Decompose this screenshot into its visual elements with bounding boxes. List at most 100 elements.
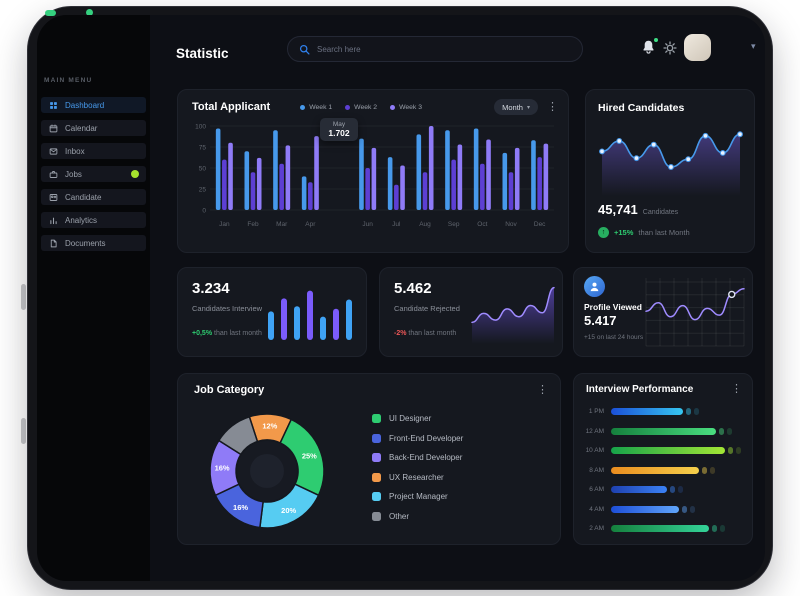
bar-chart-icon bbox=[50, 217, 57, 224]
profile-dropdown-chevron[interactable]: ▾ bbox=[751, 41, 756, 51]
sidebar-item-jobs[interactable]: Jobs bbox=[41, 166, 146, 182]
document-icon bbox=[50, 239, 57, 247]
weeks-legend: Week 1 Week 2 Week 3 bbox=[300, 104, 422, 111]
candidates-interview-chart bbox=[266, 282, 358, 349]
id-card-icon bbox=[49, 193, 58, 201]
legend-swatch bbox=[372, 511, 381, 521]
sidebar-heading: MAIN MENU bbox=[44, 77, 93, 84]
legend-item: Week 2 bbox=[345, 104, 377, 111]
search-input[interactable] bbox=[317, 44, 571, 54]
user-avatar[interactable] bbox=[684, 34, 711, 61]
job-category-donut: 12% 25% 20% 16% 16% bbox=[204, 408, 330, 539]
profile-viewed-card: Profile Viewed 5.417 +15 on last 24 hour… bbox=[573, 267, 753, 357]
stat-value: 5.417 bbox=[584, 313, 617, 328]
performance-track bbox=[611, 505, 742, 513]
sidebar-item-label: Documents bbox=[65, 238, 106, 248]
settings-gear-button[interactable] bbox=[663, 41, 677, 55]
tooltip-value: 1.702 bbox=[328, 128, 350, 138]
sidebar-item-dashboard[interactable]: Dashboard bbox=[41, 97, 146, 113]
svg-text:12%: 12% bbox=[262, 422, 277, 431]
status-indicator bbox=[45, 10, 56, 16]
svg-text:Oct: Oct bbox=[477, 221, 487, 228]
time-label: 12 AM bbox=[585, 427, 604, 435]
time-label: 4 AM bbox=[589, 505, 604, 513]
performance-row: 4 AM bbox=[582, 505, 742, 513]
sidebar-nav: Dashboard Calendar Inbox Jobs Can bbox=[41, 97, 146, 251]
performance-rows: 1 PM 12 AM 10 AM 8 AM 6 AM 4 AM 2 AM bbox=[582, 408, 742, 532]
tablet-side-button bbox=[21, 418, 26, 444]
candidates-interview-card: 3.234 Candidates Interview +0,5% than la… bbox=[177, 267, 367, 357]
stat-note: +15 on last 24 hours bbox=[584, 334, 644, 341]
arrow-up-icon: ↑ bbox=[598, 227, 609, 238]
legend-swatch bbox=[372, 472, 381, 482]
search-bar[interactable] bbox=[287, 36, 583, 62]
delta-value: -2% bbox=[394, 330, 407, 337]
bar-tail-dot bbox=[718, 427, 724, 435]
card-title: Interview Performance bbox=[586, 384, 694, 395]
performance-bar bbox=[611, 466, 699, 474]
job-category-legend: UI Designer Front-End Developer Back-End D… bbox=[372, 414, 463, 521]
svg-text:16%: 16% bbox=[215, 464, 230, 473]
legend-swatch bbox=[372, 453, 381, 462]
bar-tail-dot bbox=[686, 408, 692, 415]
svg-text:50: 50 bbox=[199, 166, 207, 173]
legend-label: Front-End Developer bbox=[389, 433, 464, 443]
tooltip-label: May bbox=[332, 121, 346, 128]
performance-track bbox=[611, 466, 742, 474]
jobs-notification-badge bbox=[131, 170, 139, 178]
bar-tail-dot bbox=[726, 427, 732, 435]
calendar-icon bbox=[49, 123, 58, 132]
page-title: Statistic bbox=[176, 46, 229, 61]
gear-icon bbox=[663, 41, 677, 55]
legend-dot bbox=[300, 104, 306, 110]
svg-text:Jan: Jan bbox=[219, 221, 230, 228]
sidebar-item-documents[interactable]: Documents bbox=[41, 235, 146, 251]
envelope-icon bbox=[49, 147, 58, 155]
performance-track bbox=[611, 525, 742, 532]
svg-text:Nov: Nov bbox=[505, 221, 517, 228]
time-label: 6 AM bbox=[589, 486, 604, 493]
legend-item: Front-End Developer bbox=[372, 433, 464, 443]
legend-label: UI Designer bbox=[389, 414, 432, 423]
svg-text:20%: 20% bbox=[281, 506, 296, 515]
performance-row: 2 AM bbox=[582, 525, 742, 532]
kebab-menu-icon[interactable]: ⋮ bbox=[547, 100, 558, 113]
period-value: Month bbox=[502, 102, 523, 112]
performance-bar bbox=[611, 447, 725, 454]
legend-label: UX Researcher bbox=[389, 472, 444, 482]
notification-bell-button[interactable] bbox=[641, 37, 659, 57]
card-header: Job Category ⋮ bbox=[194, 384, 548, 396]
notification-dot bbox=[653, 37, 659, 43]
performance-bar bbox=[611, 427, 716, 435]
sidebar-item-analytics[interactable]: Analytics bbox=[41, 212, 146, 228]
hired-candidates-card: Hired Candidates 45,741 Candidates ↑ +15… bbox=[585, 89, 755, 253]
legend-label: Other bbox=[389, 511, 410, 521]
kebab-menu-icon[interactable]: ⋮ bbox=[731, 383, 742, 395]
legend-label: Project Manager bbox=[389, 492, 448, 501]
status-indicator bbox=[86, 9, 93, 16]
performance-row: 10 AM bbox=[582, 447, 742, 454]
stat-delta-row: -2% than last month bbox=[394, 330, 456, 337]
bar-tail-dot bbox=[701, 466, 707, 474]
tablet-frame: MAIN MENU Dashboard Calendar Inbox Jobs bbox=[27, 6, 773, 590]
legend-label: Week 1 bbox=[309, 103, 333, 111]
kebab-menu-icon[interactable]: ⋮ bbox=[537, 383, 548, 396]
sidebar-item-inbox[interactable]: Inbox bbox=[41, 143, 146, 159]
profile-viewed-badge bbox=[584, 276, 605, 297]
period-select[interactable]: Month ▾ bbox=[494, 99, 538, 115]
sidebar-item-calendar[interactable]: Calendar bbox=[41, 120, 146, 136]
legend-swatch bbox=[372, 414, 381, 423]
stat-delta-row: +0,5% than last month bbox=[192, 330, 262, 337]
legend-dot bbox=[345, 104, 351, 110]
stat-value: 45,741 bbox=[598, 202, 638, 217]
total-applicant-card: Total Applicant Week 1 Week 2 Week 3 Mon… bbox=[177, 89, 569, 253]
svg-text:0: 0 bbox=[202, 208, 206, 215]
card-header: Interview Performance ⋮ bbox=[586, 383, 742, 396]
stat-value: 3.234 bbox=[192, 280, 230, 297]
tablet-side-button bbox=[21, 284, 26, 310]
svg-text:75: 75 bbox=[199, 145, 207, 152]
svg-text:Jun: Jun bbox=[362, 221, 373, 228]
dashboard-screen: MAIN MENU Dashboard Calendar Inbox Jobs bbox=[37, 15, 765, 581]
sidebar-item-candidate[interactable]: Candidate bbox=[41, 189, 146, 205]
time-label: 1 PM bbox=[588, 408, 604, 415]
